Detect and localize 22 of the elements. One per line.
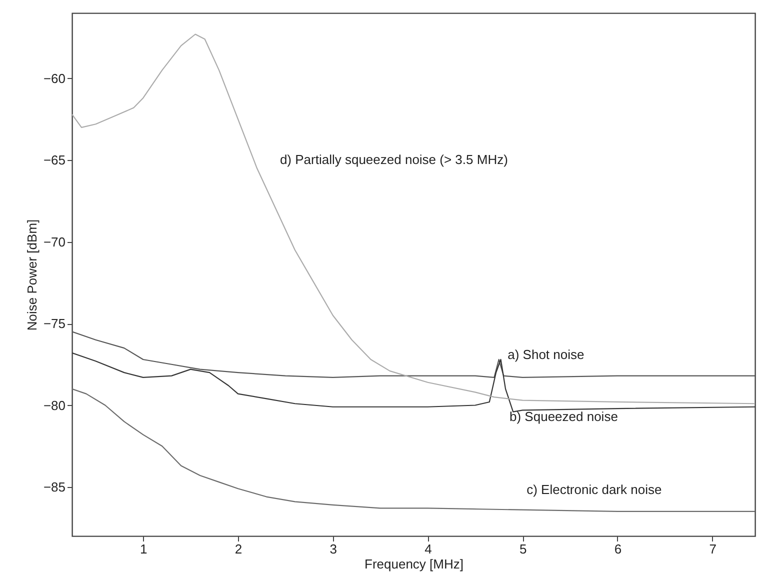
- y-tick-label: −75: [43, 316, 66, 332]
- y-tick-label: −65: [43, 152, 66, 168]
- line-series: [72, 331, 755, 378]
- series-label: b) Squeezed noise: [510, 408, 618, 424]
- series-label: d) Partially squeezed noise (> 3.5 MHz): [280, 152, 508, 168]
- line-series: [72, 34, 755, 404]
- x-axis-title: Frequency [MHz]: [364, 556, 464, 572]
- y-axis-title: Noise Power [dBm]: [24, 219, 40, 331]
- series-label: a) Shot noise: [508, 346, 584, 362]
- y-tick-label: −70: [43, 234, 66, 250]
- x-tick-label: 5: [519, 542, 527, 556]
- series-label: c) Electronic dark noise: [526, 482, 662, 497]
- y-tick-label: −85: [43, 479, 66, 494]
- y-tick-label: −80: [43, 398, 66, 413]
- x-tick-label: 2: [234, 542, 242, 556]
- x-tick-label: 6: [614, 542, 622, 556]
- line-series: [72, 388, 755, 512]
- x-tick-label: 7: [709, 542, 716, 556]
- x-tick-label: 1: [140, 542, 148, 556]
- x-tick-label: 3: [330, 542, 337, 556]
- x-tick-label: 4: [424, 542, 432, 556]
- y-tick-label: −60: [43, 70, 66, 86]
